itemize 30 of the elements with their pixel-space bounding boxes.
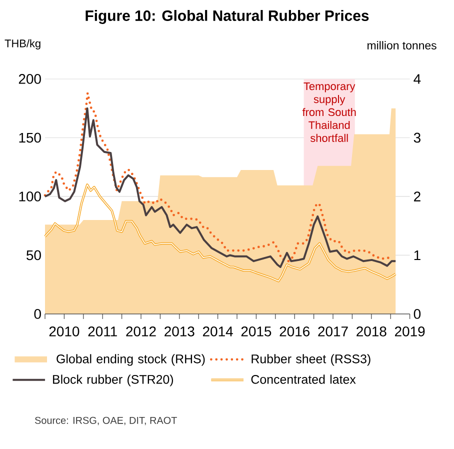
x-tick-label: 2019	[394, 326, 425, 336]
x-tick-label: 2018	[356, 326, 386, 336]
x-tick-label: 2016	[280, 326, 310, 336]
y-axis-title: THB/kg	[4, 39, 40, 50]
y2-tick-label: 4	[414, 74, 421, 84]
y2-tick-label: 3	[414, 132, 420, 143]
y-tick-label: 50	[26, 250, 41, 260]
y-tick-label: 100	[19, 192, 41, 202]
y-tick-label: 150	[19, 132, 41, 143]
x-tick-label: 2015	[241, 326, 272, 336]
line-series	[44, 184, 397, 282]
y2-axis-title: million tonnes	[368, 41, 436, 50]
y2-tick-label: 2	[414, 192, 420, 202]
legend-label: Global ending stock (RHS)	[56, 354, 205, 366]
band-label: Temporary supply from South Thailand shortfall	[302, 82, 356, 142]
y-tick-label: 0	[34, 309, 41, 319]
legend-label: Concentrated latex	[251, 374, 356, 384]
x-tick-label: 2010	[49, 326, 80, 336]
legend-label: Rubber sheet (RSS3)	[252, 354, 370, 366]
x-tick-label: 2013	[164, 326, 194, 336]
x-tick-label: 2017	[318, 326, 348, 336]
x-tick-label: 2014	[202, 326, 233, 336]
y-tick-label: 200	[18, 74, 41, 84]
x-tick-label: 2011	[88, 326, 117, 336]
x-tick-label: 2012	[126, 326, 156, 336]
source-note: Source: IRSG, OAE, DIT, RAOT	[34, 416, 177, 426]
y2-tick-label: 0	[414, 309, 421, 319]
legend-label: Block rubber (STR20)	[53, 374, 174, 386]
y2-tick-label: 1	[414, 250, 420, 260]
chart-title: Figure 10: Global Natural Rubber Prices	[86, 10, 369, 24]
